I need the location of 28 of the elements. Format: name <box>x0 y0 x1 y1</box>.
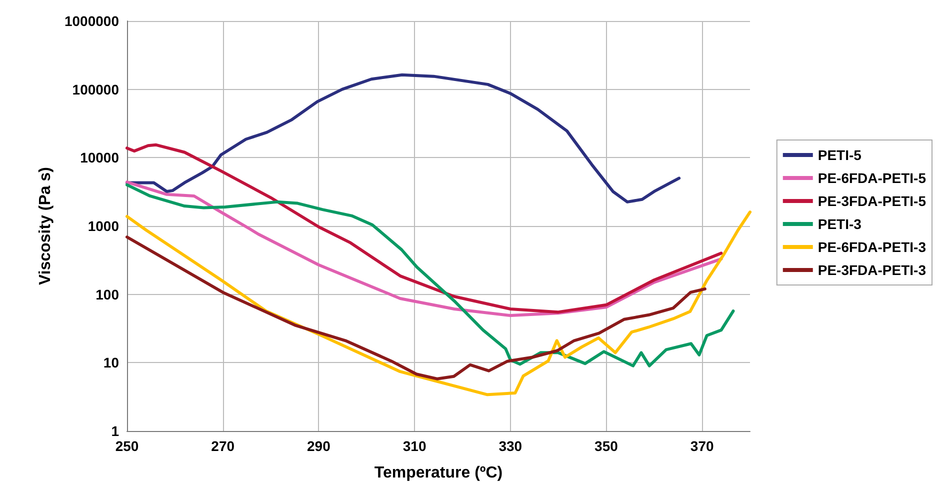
line-series <box>126 210 752 396</box>
legend-label: PETI-5 <box>818 147 862 163</box>
line-series <box>126 180 723 318</box>
x-tick-label: 290 <box>307 438 331 454</box>
legend-label: PE-3FDA-PETI-5 <box>818 193 926 209</box>
x-axis-title: Temperature (ºC) <box>374 464 503 482</box>
x-tick-label: 250 <box>115 438 139 454</box>
legend-label: PE-6FDA-PETI-3 <box>818 239 926 255</box>
legend-label: PE-6FDA-PETI-5 <box>818 170 926 186</box>
line-series <box>126 73 681 204</box>
y-axis-title: Viscosity (Pa s) <box>37 167 54 285</box>
y-tick-label: 1 <box>111 423 120 439</box>
x-tick-label: 330 <box>498 438 522 454</box>
y-tick-label: 100 <box>96 286 120 302</box>
y-tick-label: 1000000 <box>64 13 120 29</box>
x-tick-label: 310 <box>402 438 426 454</box>
legend-label: PETI-3 <box>818 216 862 232</box>
x-tick-label: 270 <box>211 438 235 454</box>
y-tick-label: 1000 <box>88 218 120 234</box>
line-series <box>126 236 706 380</box>
y-tick-label: 10000 <box>80 150 120 166</box>
y-tick-label: 100000 <box>72 81 120 98</box>
legend-label: PE-3FDA-PETI-3 <box>818 262 926 278</box>
x-tick-label: 370 <box>690 438 714 454</box>
line-series <box>126 183 735 368</box>
line-series <box>126 143 723 314</box>
x-tick-label: 350 <box>594 438 618 454</box>
y-tick-label: 10 <box>103 354 120 371</box>
